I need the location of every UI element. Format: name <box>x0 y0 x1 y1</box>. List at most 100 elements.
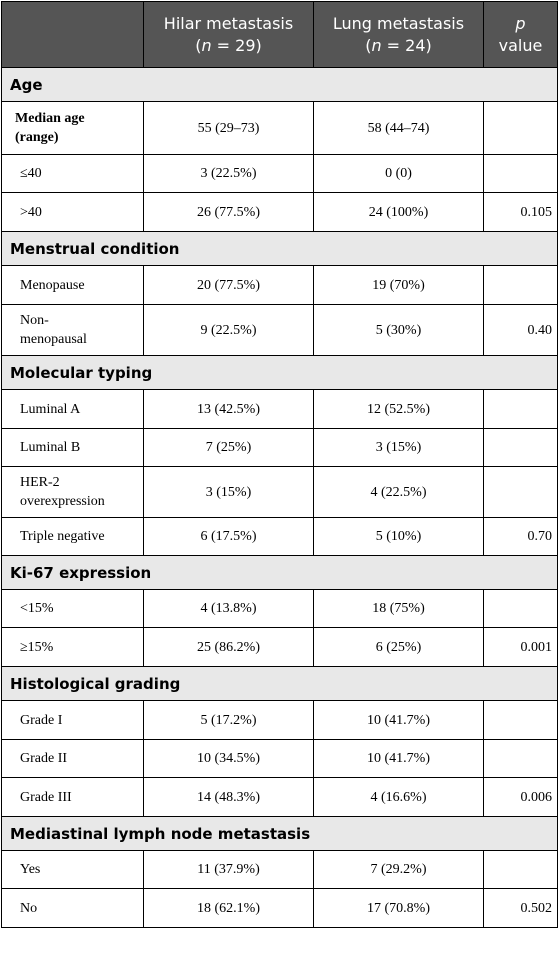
row-label: >40 <box>1 192 144 232</box>
section-title-menstrual: Menstrual condition <box>1 231 558 266</box>
section-title-age: Age <box>1 67 558 102</box>
cell-p-value <box>483 589 558 628</box>
cell-lung: 5 (10%) <box>313 517 484 556</box>
row-label-median-age: Median age (range) <box>1 101 144 155</box>
row-label-line1: Median age <box>15 111 85 126</box>
cell-lung: 19 (70%) <box>313 265 484 305</box>
table-row-luminal-a: Luminal A 13 (42.5%) 12 (52.5%) <box>1 389 558 429</box>
cell-hilar: 25 (86.2%) <box>143 627 314 667</box>
cell-lung: 12 (52.5%) <box>313 389 484 429</box>
row-label: ≤40 <box>1 154 144 193</box>
cell-p-value: 0.502 <box>483 888 558 928</box>
cell-hilar: 20 (77.5%) <box>143 265 314 305</box>
row-label: Triple negative <box>1 517 144 556</box>
table-row-luminal-b: Luminal B 7 (25%) 3 (15%) <box>1 428 558 467</box>
cell-hilar: 11 (37.9%) <box>143 850 314 889</box>
cell-p-value <box>483 466 558 518</box>
cell-lung: 18 (75%) <box>313 589 484 628</box>
section-row-age: Age <box>1 67 558 102</box>
comparison-table: Hilar metastasis (n = 29) Lung metastasi… <box>1 1 558 928</box>
header-blank-cell <box>1 1 144 68</box>
cell-p-value: 0.40 <box>483 304 558 356</box>
cell-p-value <box>483 389 558 429</box>
row-label: No <box>1 888 144 928</box>
header-row: Hilar metastasis (n = 29) Lung metastasi… <box>1 1 558 68</box>
header-hilar-metastasis: Hilar metastasis (n = 29) <box>143 1 314 68</box>
header-lung-n: n <box>371 35 382 55</box>
section-title-ki67: Ki-67 expression <box>1 555 558 590</box>
cell-lung: 58 (44–74) <box>313 101 484 155</box>
section-title-molecular: Molecular typing <box>1 355 558 390</box>
header-lung-paren-open: ( <box>365 35 372 55</box>
cell-hilar: 6 (17.5%) <box>143 517 314 556</box>
cell-p-value: 0.70 <box>483 517 558 556</box>
row-label: ≥15% <box>1 627 144 667</box>
header-p-value: p value <box>483 1 558 68</box>
row-label: HER-2 overexpression <box>1 466 144 518</box>
cell-hilar: 9 (22.5%) <box>143 304 314 356</box>
cell-p-value <box>483 850 558 889</box>
table-row-age-gt40: >40 26 (77.5%) 24 (100%) 0.105 <box>1 192 558 232</box>
table-row-median-age: Median age (range) 55 (29–73) 58 (44–74) <box>1 101 558 155</box>
section-row-ki67: Ki-67 expression <box>1 555 558 590</box>
header-hilar-n: n <box>201 35 212 55</box>
cell-hilar: 10 (34.5%) <box>143 739 314 778</box>
row-label: Non-menopausal <box>1 304 144 356</box>
table-row-triple-negative: Triple negative 6 (17.5%) 5 (10%) 0.70 <box>1 517 558 556</box>
row-label-line2: overexpression <box>20 494 105 509</box>
section-row-grading: Histological grading <box>1 666 558 701</box>
header-hilar-paren-open: ( <box>195 35 202 55</box>
table-row-her2: HER-2 overexpression 3 (15%) 4 (22.5%) <box>1 466 558 518</box>
header-lung-title: Lung metastasis <box>332 13 465 33</box>
row-label: Luminal A <box>1 389 144 429</box>
cell-hilar: 13 (42.5%) <box>143 389 314 429</box>
table-row-age-le40: ≤40 3 (22.5%) 0 (0) <box>1 154 558 193</box>
row-label: Grade III <box>1 777 144 817</box>
cell-hilar: 14 (48.3%) <box>143 777 314 817</box>
table-row-mediastinal-no: No 18 (62.1%) 17 (70.8%) 0.502 <box>1 888 558 928</box>
cell-p-value <box>483 154 558 193</box>
cell-p-value <box>483 700 558 740</box>
cell-lung: 10 (41.7%) <box>313 739 484 778</box>
cell-p-value <box>483 428 558 467</box>
row-label: Menopause <box>1 265 144 305</box>
cell-hilar: 4 (13.8%) <box>143 589 314 628</box>
header-lung-count: = 24) <box>381 35 432 55</box>
table-row-grade-ii: Grade II 10 (34.5%) 10 (41.7%) <box>1 739 558 778</box>
table-row-grade-iii: Grade III 14 (48.3%) 4 (16.6%) 0.006 <box>1 777 558 817</box>
cell-hilar: 3 (15%) <box>143 466 314 518</box>
row-label-line2: menopausal <box>20 332 87 347</box>
cell-hilar: 5 (17.2%) <box>143 700 314 740</box>
cell-p-value: 0.105 <box>483 192 558 232</box>
section-row-molecular: Molecular typing <box>1 355 558 390</box>
row-label: <15% <box>1 589 144 628</box>
header-p-letter: p <box>515 13 526 33</box>
header-hilar-count: = 29) <box>211 35 262 55</box>
cell-lung: 7 (29.2%) <box>313 850 484 889</box>
section-row-mediastinal: Mediastinal lymph node metastasis <box>1 816 558 851</box>
cell-lung: 3 (15%) <box>313 428 484 467</box>
row-label: Luminal B <box>1 428 144 467</box>
cell-lung: 0 (0) <box>313 154 484 193</box>
section-title-mediastinal: Mediastinal lymph node metastasis <box>1 816 558 851</box>
row-label: Yes <box>1 850 144 889</box>
cell-p-value <box>483 101 558 155</box>
cell-p-value <box>483 739 558 778</box>
row-label: Grade II <box>1 739 144 778</box>
header-lung-metastasis: Lung metastasis (n = 24) <box>313 1 484 68</box>
row-label-line1: HER-2 <box>20 475 60 490</box>
cell-lung: 6 (25%) <box>313 627 484 667</box>
cell-hilar: 26 (77.5%) <box>143 192 314 232</box>
table-row-ki67-lt15: <15% 4 (13.8%) 18 (75%) <box>1 589 558 628</box>
cell-lung: 4 (16.6%) <box>313 777 484 817</box>
cell-p-value <box>483 265 558 305</box>
row-label-line1: Non- <box>20 313 49 328</box>
table-row-mediastinal-yes: Yes 11 (37.9%) 7 (29.2%) <box>1 850 558 889</box>
section-row-menstrual: Menstrual condition <box>1 231 558 266</box>
cell-lung: 4 (22.5%) <box>313 466 484 518</box>
row-label-line2: (range) <box>15 130 59 145</box>
table-row-non-menopausal: Non-menopausal 9 (22.5%) 5 (30%) 0.40 <box>1 304 558 356</box>
header-hilar-title: Hilar metastasis <box>163 13 294 33</box>
cell-lung: 24 (100%) <box>313 192 484 232</box>
cell-p-value: 0.001 <box>483 627 558 667</box>
